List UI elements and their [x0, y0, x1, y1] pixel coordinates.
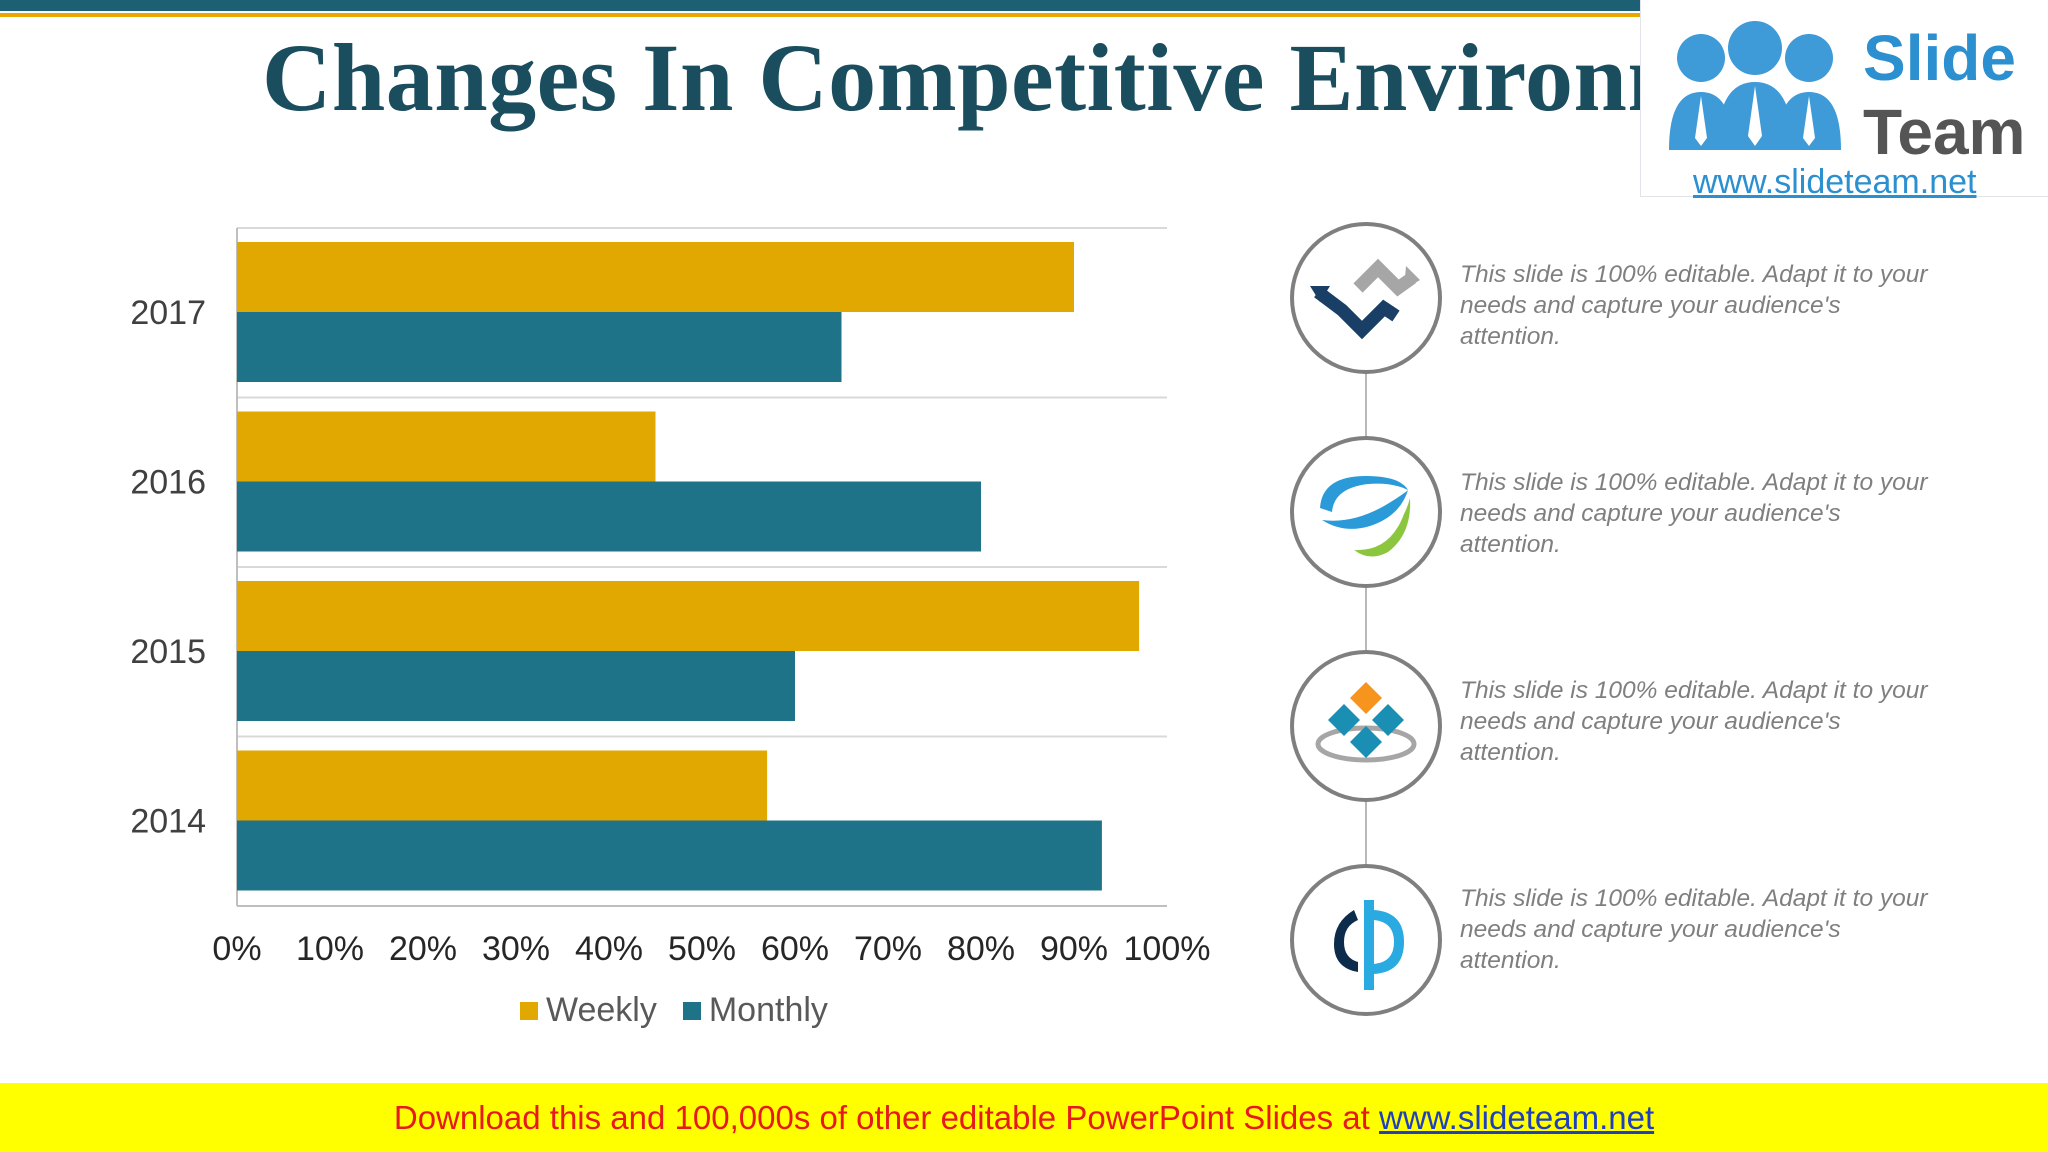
people-logo-icon — [1669, 21, 1841, 150]
logo-url-link[interactable]: www.slideteam.net — [1693, 163, 1977, 201]
x-tick-label: 50% — [668, 930, 736, 968]
top-accent-line — [0, 13, 1640, 17]
top-accent-bar — [0, 0, 1640, 11]
icon-circle-4 — [1290, 864, 1442, 1016]
icon-circle-1 — [1290, 222, 1442, 374]
timeline-connector — [1365, 372, 1367, 874]
legend-label-monthly: Monthly — [708, 991, 828, 1029]
y-tick-label-2016: 2016 — [130, 463, 206, 501]
item-text-4: This slide is 100% editable. Adapt it to… — [1460, 885, 1928, 974]
bar-weekly-2017 — [237, 242, 1074, 312]
chevron-arrows-icon — [1310, 258, 1420, 340]
legend-item-monthly: Monthly — [682, 991, 828, 1030]
letter-p-icon — [1334, 900, 1404, 990]
x-tick-label: 10% — [296, 930, 364, 968]
logo-word-slide: Slide — [1863, 22, 2016, 94]
bar-chart: 2014 2015 2016 2017 0% 10% 20% 30% 40% 50% 60% 70% 8… — [130, 227, 1211, 968]
bar-weekly-2014 — [237, 750, 768, 821]
y-tick-label-2015: 2015 — [130, 633, 206, 671]
item-text-1: This slide is 100% editable. Adapt it to… — [1460, 261, 1928, 350]
y-tick-label-2014: 2014 — [130, 802, 206, 840]
legend-swatch-weekly — [520, 1001, 538, 1020]
bar-monthly-2016 — [237, 481, 981, 552]
legend-item-weekly: Weekly — [520, 991, 657, 1030]
item-text-3: This slide is 100% editable. Adapt it to… — [1460, 677, 1928, 766]
bar-monthly-2014 — [237, 820, 1102, 891]
x-tick-label: 20% — [389, 930, 457, 968]
bar-weekly-2015 — [237, 581, 1140, 651]
legend-swatch-monthly — [682, 1001, 701, 1020]
x-tick-label: 80% — [947, 930, 1015, 968]
footer-banner: Download this and 100,000s of other edit… — [0, 1083, 2048, 1152]
icon-circle-3 — [1290, 650, 1442, 802]
x-tick-label: 70% — [854, 930, 922, 968]
x-tick-label: 90% — [1040, 930, 1108, 968]
footer-text: Download this and 100,000s of other edit… — [393, 1099, 1379, 1136]
slideteam-logo[interactable]: Slide Team www.slideteam.net — [1640, 0, 2048, 201]
diamond-cluster-icon — [1315, 682, 1417, 763]
footer-link[interactable]: www.slideteam.net — [1379, 1099, 1655, 1136]
bar-monthly-2017 — [237, 312, 842, 382]
bar-monthly-2015 — [237, 651, 795, 721]
legend-label-weekly: Weekly — [546, 991, 657, 1029]
item-text-2: This slide is 100% editable. Adapt it to… — [1460, 469, 1928, 558]
logo-word-team: Team — [1863, 96, 2026, 168]
x-tick-label: 40% — [575, 930, 643, 968]
page-title: Changes In Competitive Environment — [262, 24, 1838, 131]
y-tick-label-2017: 2017 — [130, 294, 206, 332]
swoosh-globe-icon — [1320, 476, 1411, 557]
bar-weekly-2016 — [237, 411, 656, 482]
x-tick-label: 100% — [1124, 930, 1211, 968]
icon-circle-2 — [1290, 436, 1442, 588]
x-tick-label: 0% — [212, 930, 261, 968]
x-tick-label: 30% — [482, 930, 550, 968]
x-tick-label: 60% — [761, 930, 829, 968]
chart-legend: Weekly Monthly — [520, 991, 854, 1030]
